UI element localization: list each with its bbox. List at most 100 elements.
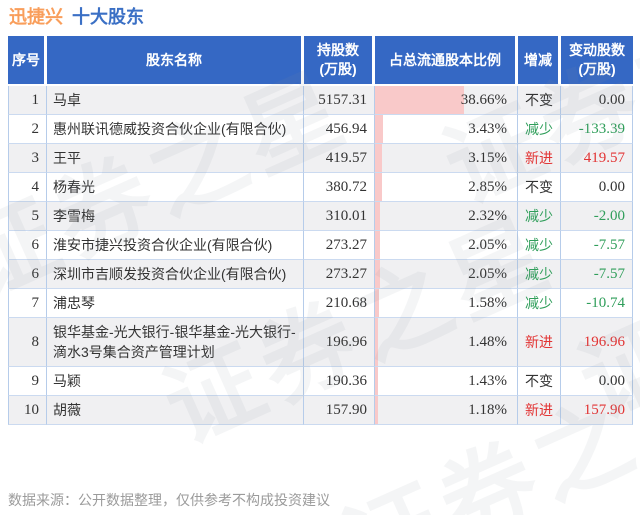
cell-change-shares: 0.00 (561, 86, 633, 115)
cell-change-shares: 419.57 (561, 144, 633, 173)
table-body: 1 马卓 5157.31 38.66% 不变 0.00 2 惠州联讯德威投资合伙… (8, 86, 633, 425)
table-row: 2 惠州联讯德威投资合伙企业(有限合伙) 456.94 3.43% 减少 -13… (8, 115, 633, 144)
cell-change-direction: 不变 (518, 173, 561, 202)
percent-bar (375, 202, 381, 230)
data-source-note: 数据来源：公开数据整理，仅供参考不构成投资建议 (8, 492, 330, 508)
cell-change-direction: 减少 (518, 115, 561, 144)
cell-shares-held: 380.72 (304, 173, 375, 202)
cell-shares-held: 310.01 (304, 202, 375, 231)
table-row: 8 银华基金-光大银行-银华基金-光大银行-滴水3号集合资产管理计划 196.9… (8, 318, 633, 367)
header-change-shares: 变动股数 (万股) (561, 36, 633, 86)
title-suffix: 十大股东 (72, 7, 144, 27)
table-row: 6 淮安市捷兴投资合伙企业(有限合伙) 273.27 2.05% 减少 -7.5… (8, 231, 633, 260)
cell-percent-of-float: 1.18% (375, 396, 518, 425)
percent-bar (375, 115, 383, 143)
cell-shares-held: 210.68 (304, 289, 375, 318)
cell-change-shares: -2.00 (561, 202, 633, 231)
cell-shares-held: 190.36 (304, 367, 375, 396)
cell-change-shares: 196.96 (561, 318, 633, 367)
cell-change-direction: 新进 (518, 318, 561, 367)
cell-serial: 4 (8, 173, 47, 202)
percent-bar (375, 231, 380, 259)
cell-change-shares: -133.39 (561, 115, 633, 144)
header-shareholder-name: 股东名称 (47, 36, 304, 86)
table-header-row: 序号 股东名称 持股数 (万股) 占总流通股本比例 增减 变动股数 (万股) (8, 36, 633, 86)
cell-serial: 8 (8, 318, 47, 367)
cell-change-direction: 不变 (518, 367, 561, 396)
cell-shares-held: 5157.31 (304, 86, 375, 115)
percent-bar (375, 173, 382, 201)
cell-shareholder-name: 马卓 (47, 86, 304, 115)
cell-shareholder-name: 李雪梅 (47, 202, 304, 231)
cell-serial: 3 (8, 144, 47, 173)
header-shares-held: 持股数 (万股) (304, 36, 375, 86)
table-row: 9 马颖 190.36 1.43% 不变 0.00 (8, 367, 633, 396)
cell-serial: 5 (8, 202, 47, 231)
table-row: 5 李雪梅 310.01 2.32% 减少 -2.00 (8, 202, 633, 231)
cell-shareholder-name: 杨春光 (47, 173, 304, 202)
cell-shares-held: 157.90 (304, 396, 375, 425)
cell-serial: 2 (8, 115, 47, 144)
header-percent-of-float: 占总流通股本比例 (375, 36, 518, 86)
cell-shareholder-name: 淮安市捷兴投资合伙企业(有限合伙) (47, 231, 304, 260)
percent-bar (375, 86, 464, 114)
cell-percent-of-float: 2.32% (375, 202, 518, 231)
percent-bar (375, 289, 379, 317)
cell-serial: 6 (8, 260, 47, 289)
table-row: 4 杨春光 380.72 2.85% 不变 0.00 (8, 173, 633, 202)
cell-change-direction: 减少 (518, 202, 561, 231)
cell-serial: 1 (8, 86, 47, 115)
table-row: 7 浦忠琴 210.68 1.58% 减少 -10.74 (8, 289, 633, 318)
cell-change-shares: -10.74 (561, 289, 633, 318)
cell-serial: 9 (8, 367, 47, 396)
cell-percent-of-float: 2.05% (375, 231, 518, 260)
cell-change-shares: 0.00 (561, 367, 633, 396)
table-row: 10 胡薇 157.90 1.18% 新进 157.90 (8, 396, 633, 425)
cell-percent-of-float: 1.43% (375, 367, 518, 396)
cell-serial: 10 (8, 396, 47, 425)
table-row: 1 马卓 5157.31 38.66% 不变 0.00 (8, 86, 633, 115)
cell-shareholder-name: 银华基金-光大银行-银华基金-光大银行-滴水3号集合资产管理计划 (47, 318, 304, 367)
cell-change-shares: 157.90 (561, 396, 633, 425)
cell-percent-of-float: 38.66% (375, 86, 518, 115)
cell-change-shares: -7.57 (561, 231, 633, 260)
page-title: 迅捷兴 十大股东 (9, 6, 144, 28)
cell-percent-of-float: 2.05% (375, 260, 518, 289)
cell-change-direction: 不变 (518, 86, 561, 115)
cell-shareholder-name: 浦忠琴 (47, 289, 304, 318)
cell-change-direction: 减少 (518, 260, 561, 289)
cell-shares-held: 419.57 (304, 144, 375, 173)
percent-bar (375, 367, 379, 395)
cell-percent-of-float: 1.48% (375, 318, 518, 367)
cell-change-direction: 减少 (518, 231, 561, 260)
percent-bar (375, 396, 378, 424)
cell-shareholder-name: 王平 (47, 144, 304, 173)
table-row: 3 王平 419.57 3.15% 新进 419.57 (8, 144, 633, 173)
cell-shareholder-name: 惠州联讯德威投资合伙企业(有限合伙) (47, 115, 304, 144)
percent-bar (375, 144, 383, 172)
cell-change-direction: 新进 (518, 144, 561, 173)
table-row: 6 深圳市吉顺发投资合伙企业(有限合伙) 273.27 2.05% 减少 -7.… (8, 260, 633, 289)
cell-shares-held: 273.27 (304, 231, 375, 260)
percent-bar (375, 260, 380, 288)
cell-percent-of-float: 3.15% (375, 144, 518, 173)
cell-percent-of-float: 2.85% (375, 173, 518, 202)
cell-shares-held: 456.94 (304, 115, 375, 144)
cell-change-direction: 新进 (518, 396, 561, 425)
cell-percent-of-float: 1.58% (375, 289, 518, 318)
cell-shareholder-name: 深圳市吉顺发投资合伙企业(有限合伙) (47, 260, 304, 289)
shareholders-table: 序号 股东名称 持股数 (万股) 占总流通股本比例 增减 变动股数 (万股) 1 马… (8, 36, 633, 425)
cell-shares-held: 273.27 (304, 260, 375, 289)
cell-shareholder-name: 马颖 (47, 367, 304, 396)
header-serial: 序号 (8, 36, 47, 86)
cell-shareholder-name: 胡薇 (47, 396, 304, 425)
cell-shares-held: 196.96 (304, 318, 375, 367)
cell-percent-of-float: 3.43% (375, 115, 518, 144)
cell-change-direction: 减少 (518, 289, 561, 318)
cell-serial: 6 (8, 231, 47, 260)
cell-serial: 7 (8, 289, 47, 318)
percent-bar (375, 318, 379, 366)
stock-name: 迅捷兴 (9, 7, 63, 27)
cell-change-shares: -7.57 (561, 260, 633, 289)
